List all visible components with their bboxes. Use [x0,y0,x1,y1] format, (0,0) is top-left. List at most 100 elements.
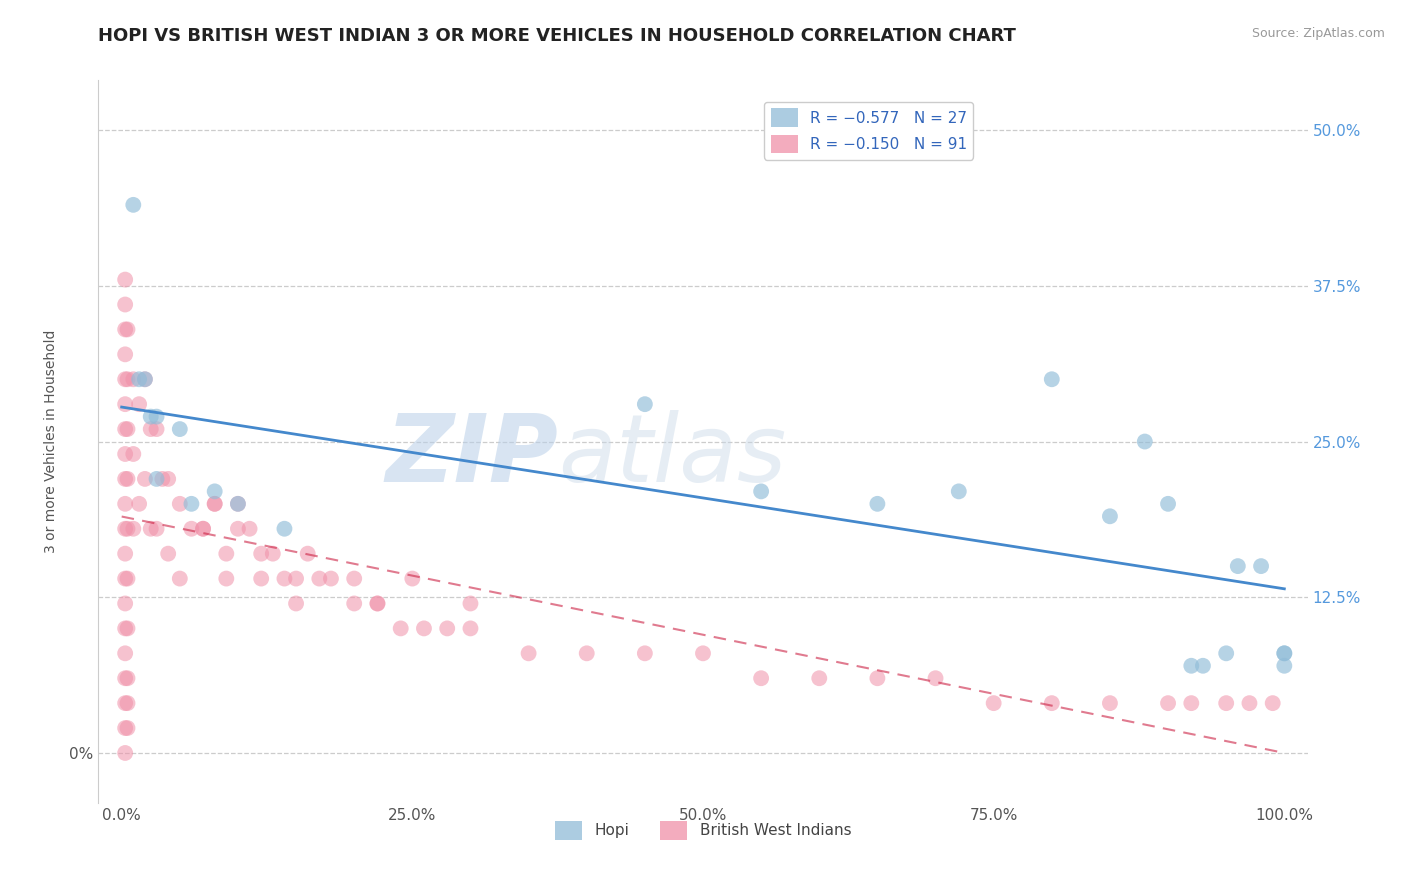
Point [285,572,308,586]
Point [749,484,772,499]
Point [180,522,202,536]
Point [319,572,342,586]
Point [117,621,139,635]
Point [1180,658,1202,673]
Legend: Hopi, British West Indians: Hopi, British West Indians [548,815,858,846]
Point [273,572,295,586]
Point [1040,372,1063,386]
Point [128,397,150,411]
Point [114,671,136,685]
Point [114,547,136,561]
Point [1272,646,1295,660]
Point [114,347,136,361]
Point [139,422,162,436]
Point [180,497,202,511]
Point [114,472,136,486]
Point [114,372,136,386]
Point [117,671,139,685]
Point [1250,559,1272,574]
Point [1215,696,1237,710]
Point [139,409,162,424]
Point [1180,696,1202,710]
Point [145,422,167,436]
Y-axis label: 3 or more Vehicles in Household: 3 or more Vehicles in Household [44,330,58,553]
Point [1272,658,1295,673]
Text: ZIP: ZIP [385,410,558,502]
Point [114,447,136,461]
Point [239,522,262,536]
Point [145,472,167,486]
Point [226,522,249,536]
Point [134,372,156,386]
Point [413,621,436,635]
Point [250,572,273,586]
Point [226,497,249,511]
Point [1239,696,1261,710]
Point [122,198,145,212]
Point [117,472,139,486]
Point [866,671,889,685]
Point [948,484,970,499]
Point [285,597,308,611]
Point [924,671,946,685]
Point [343,597,366,611]
Point [114,646,136,660]
Point [808,671,831,685]
Point [1098,696,1121,710]
Point [983,696,1005,710]
Point [114,397,136,411]
Point [114,297,136,311]
Point [517,646,540,660]
Point [1040,696,1063,710]
Point [114,621,136,635]
Point [1215,646,1237,660]
Point [273,522,295,536]
Point [204,497,226,511]
Point [128,497,150,511]
Text: Source: ZipAtlas.com: Source: ZipAtlas.com [1251,27,1385,40]
Point [366,597,388,611]
Point [122,522,145,536]
Point [114,696,136,710]
Point [204,497,226,511]
Point [1272,646,1295,660]
Point [145,409,167,424]
Point [866,497,889,511]
Point [114,272,136,286]
Point [749,671,772,685]
Point [134,472,156,486]
Point [169,572,191,586]
Point [117,522,139,536]
Point [308,572,330,586]
Point [114,746,136,760]
Point [114,721,136,735]
Point [139,522,162,536]
Point [150,472,173,486]
Point [436,621,458,635]
Point [634,646,657,660]
Point [114,422,136,436]
Point [460,621,482,635]
Point [191,522,214,536]
Point [157,547,180,561]
Point [634,397,657,411]
Point [117,696,139,710]
Text: atlas: atlas [558,410,786,501]
Point [1098,509,1121,524]
Point [169,497,191,511]
Point [191,522,214,536]
Point [262,547,284,561]
Point [215,572,238,586]
Point [250,547,273,561]
Point [114,572,136,586]
Point [1157,696,1180,710]
Point [692,646,714,660]
Point [117,572,139,586]
Point [128,372,150,386]
Point [226,497,249,511]
Point [114,522,136,536]
Text: HOPI VS BRITISH WEST INDIAN 3 OR MORE VEHICLES IN HOUSEHOLD CORRELATION CHART: HOPI VS BRITISH WEST INDIAN 3 OR MORE VE… [98,27,1017,45]
Point [114,497,136,511]
Point [114,597,136,611]
Point [1226,559,1249,574]
